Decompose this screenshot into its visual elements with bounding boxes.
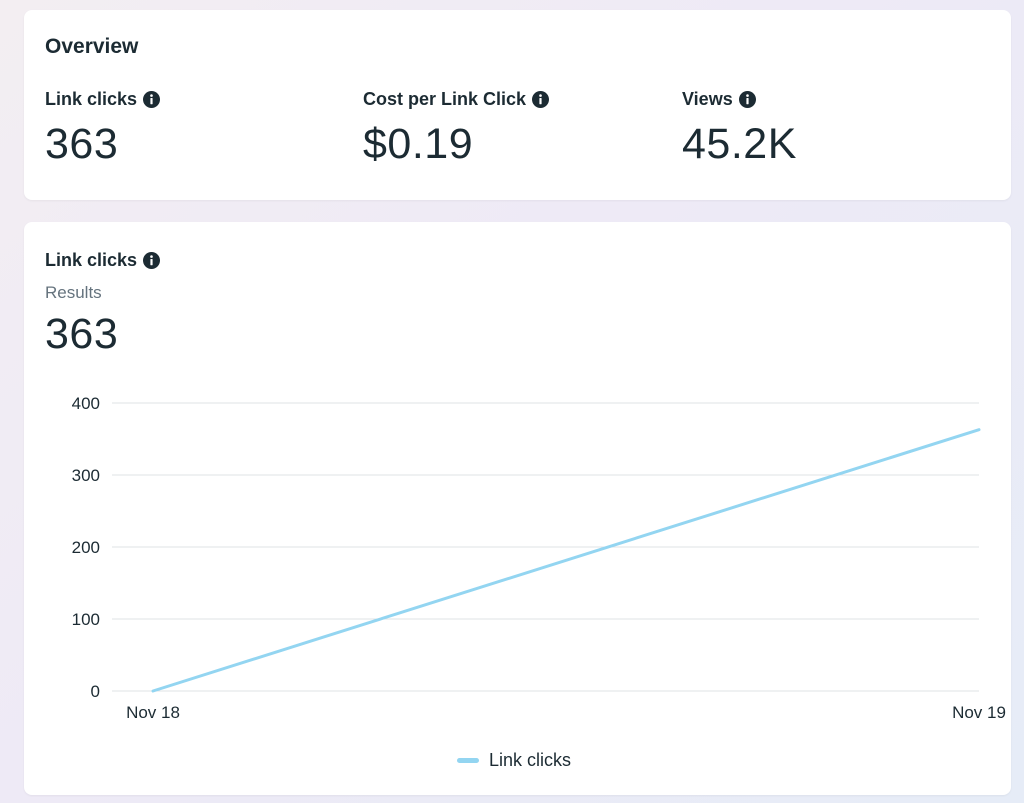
y-tick-label: 400 xyxy=(72,394,100,413)
info-icon[interactable] xyxy=(143,91,161,108)
x-tick-label: Nov 18 xyxy=(126,703,180,722)
series-line xyxy=(151,428,981,693)
chart-card-value: 363 xyxy=(45,310,119,358)
chart-card-subtitle: Results xyxy=(45,283,102,302)
chart-card-title: Link clicks xyxy=(45,250,138,270)
metric-cost-per-link-click: Cost per Link Click $0.19 xyxy=(363,89,550,169)
overview-title: Overview xyxy=(45,35,139,58)
legend-label: Link clicks xyxy=(489,750,572,770)
chart-card-header: Link clicks xyxy=(45,250,161,271)
x-tick-label: Nov 19 xyxy=(952,703,1006,722)
metric-label: Views xyxy=(682,89,733,109)
info-icon[interactable] xyxy=(143,252,161,269)
metric-value: 45.2K xyxy=(682,120,797,168)
metric-value: 363 xyxy=(45,120,119,168)
metric-label: Cost per Link Click xyxy=(363,89,527,109)
overview-card: Overview Link clicks 363 Cost per Link C… xyxy=(24,10,1011,200)
y-tick-label: 100 xyxy=(72,610,100,629)
legend-swatch xyxy=(457,758,479,763)
metric-link-clicks: Link clicks 363 xyxy=(45,89,161,169)
metric-label: Link clicks xyxy=(45,89,138,109)
y-tick-label: 200 xyxy=(72,538,100,557)
link-clicks-chart-card: Link clicks Results 363 0 100 200 300 400 Nov… xyxy=(24,222,1011,795)
metric-value: $0.19 xyxy=(363,120,474,168)
legend-item-link-clicks[interactable]: Link clicks xyxy=(457,750,571,771)
y-tick-label: 0 xyxy=(91,682,100,701)
metric-views: Views 45.2K xyxy=(682,89,797,169)
y-tick-label: 300 xyxy=(72,466,100,485)
info-icon[interactable] xyxy=(532,91,550,108)
line-chart: 0 100 200 300 400 Nov 18 Nov 19 xyxy=(72,394,1006,722)
info-icon[interactable] xyxy=(738,91,756,108)
